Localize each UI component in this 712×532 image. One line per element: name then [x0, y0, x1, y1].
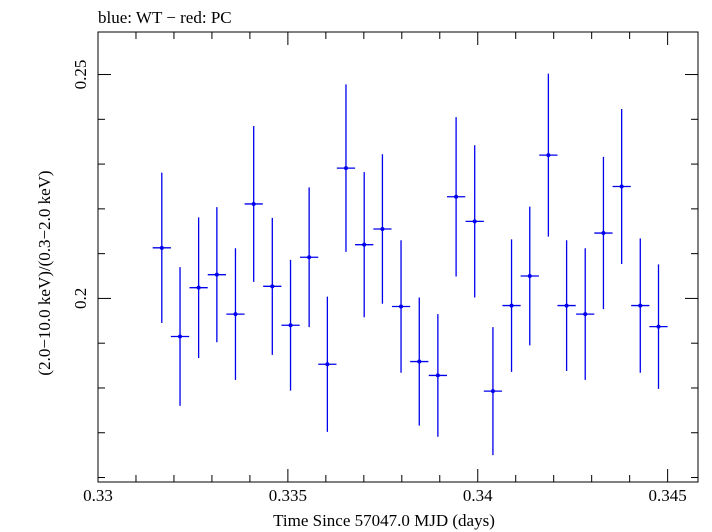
chart-title: blue: WT − red: PC: [98, 8, 232, 27]
data-point: [502, 239, 521, 372]
point-marker: [435, 373, 440, 378]
x-tick-label: 0.345: [648, 486, 686, 505]
point-marker: [583, 312, 588, 317]
data-point: [576, 248, 595, 380]
data-point: [355, 172, 374, 318]
y-tick-label: 0.25: [71, 60, 90, 90]
data-series-wt: [152, 73, 668, 456]
data-point: [520, 206, 539, 346]
point-marker: [307, 255, 312, 260]
point-marker: [656, 324, 661, 329]
point-marker: [490, 389, 495, 394]
data-point: [631, 238, 650, 373]
point-marker: [399, 304, 404, 309]
data-point: [263, 217, 282, 355]
data-point: [152, 172, 171, 324]
x-axis-label: Time Since 57047.0 MJD (days): [273, 511, 495, 530]
plot-frame: [97, 31, 699, 483]
data-point: [391, 240, 411, 373]
data-point: [446, 117, 466, 277]
point-marker: [196, 285, 201, 290]
data-point: [207, 207, 226, 343]
point-marker: [343, 166, 348, 171]
data-point: [539, 73, 558, 237]
point-marker: [325, 362, 330, 367]
data-point: [557, 240, 576, 371]
x-tick-label: 0.33: [83, 486, 113, 505]
data-point: [649, 264, 668, 389]
data-point: [373, 154, 392, 304]
point-marker: [417, 359, 422, 364]
point-marker: [288, 323, 293, 328]
data-point: [281, 259, 300, 391]
point-marker: [509, 303, 514, 308]
point-marker: [270, 284, 275, 289]
point-marker: [619, 184, 624, 189]
y-axis: 0.2 0.25: [71, 60, 698, 479]
point-marker: [638, 303, 643, 308]
data-point: [612, 109, 631, 264]
data-point: [318, 296, 337, 432]
data-point: [244, 126, 263, 282]
point-marker: [159, 245, 164, 250]
point-marker: [564, 303, 569, 308]
data-point: [428, 314, 447, 437]
point-marker: [380, 227, 385, 232]
data-point: [594, 156, 613, 310]
point-marker: [214, 272, 219, 277]
point-marker: [601, 231, 606, 236]
x-axis: 0.33 0.335 0.34 0.345: [83, 32, 687, 505]
data-point: [465, 145, 484, 298]
y-axis-label: (2.0−10.0 keV)/(0.3−2.0 keV): [35, 170, 54, 375]
point-marker: [454, 194, 459, 199]
data-point: [483, 327, 503, 456]
point-marker: [472, 219, 477, 224]
x-tick-label: 0.34: [463, 486, 493, 505]
data-point: [410, 297, 429, 426]
point-marker: [362, 242, 367, 247]
data-point: [226, 248, 245, 380]
x-tick-label: 0.335: [269, 486, 307, 505]
data-point: [336, 84, 356, 252]
y-tick-label: 0.2: [71, 288, 90, 309]
point-marker: [178, 334, 183, 339]
point-marker: [251, 201, 256, 206]
data-point: [300, 187, 319, 328]
point-marker: [233, 312, 238, 317]
data-point: [189, 217, 208, 358]
point-marker: [527, 274, 532, 279]
point-marker: [546, 153, 551, 158]
data-point: [170, 267, 190, 406]
